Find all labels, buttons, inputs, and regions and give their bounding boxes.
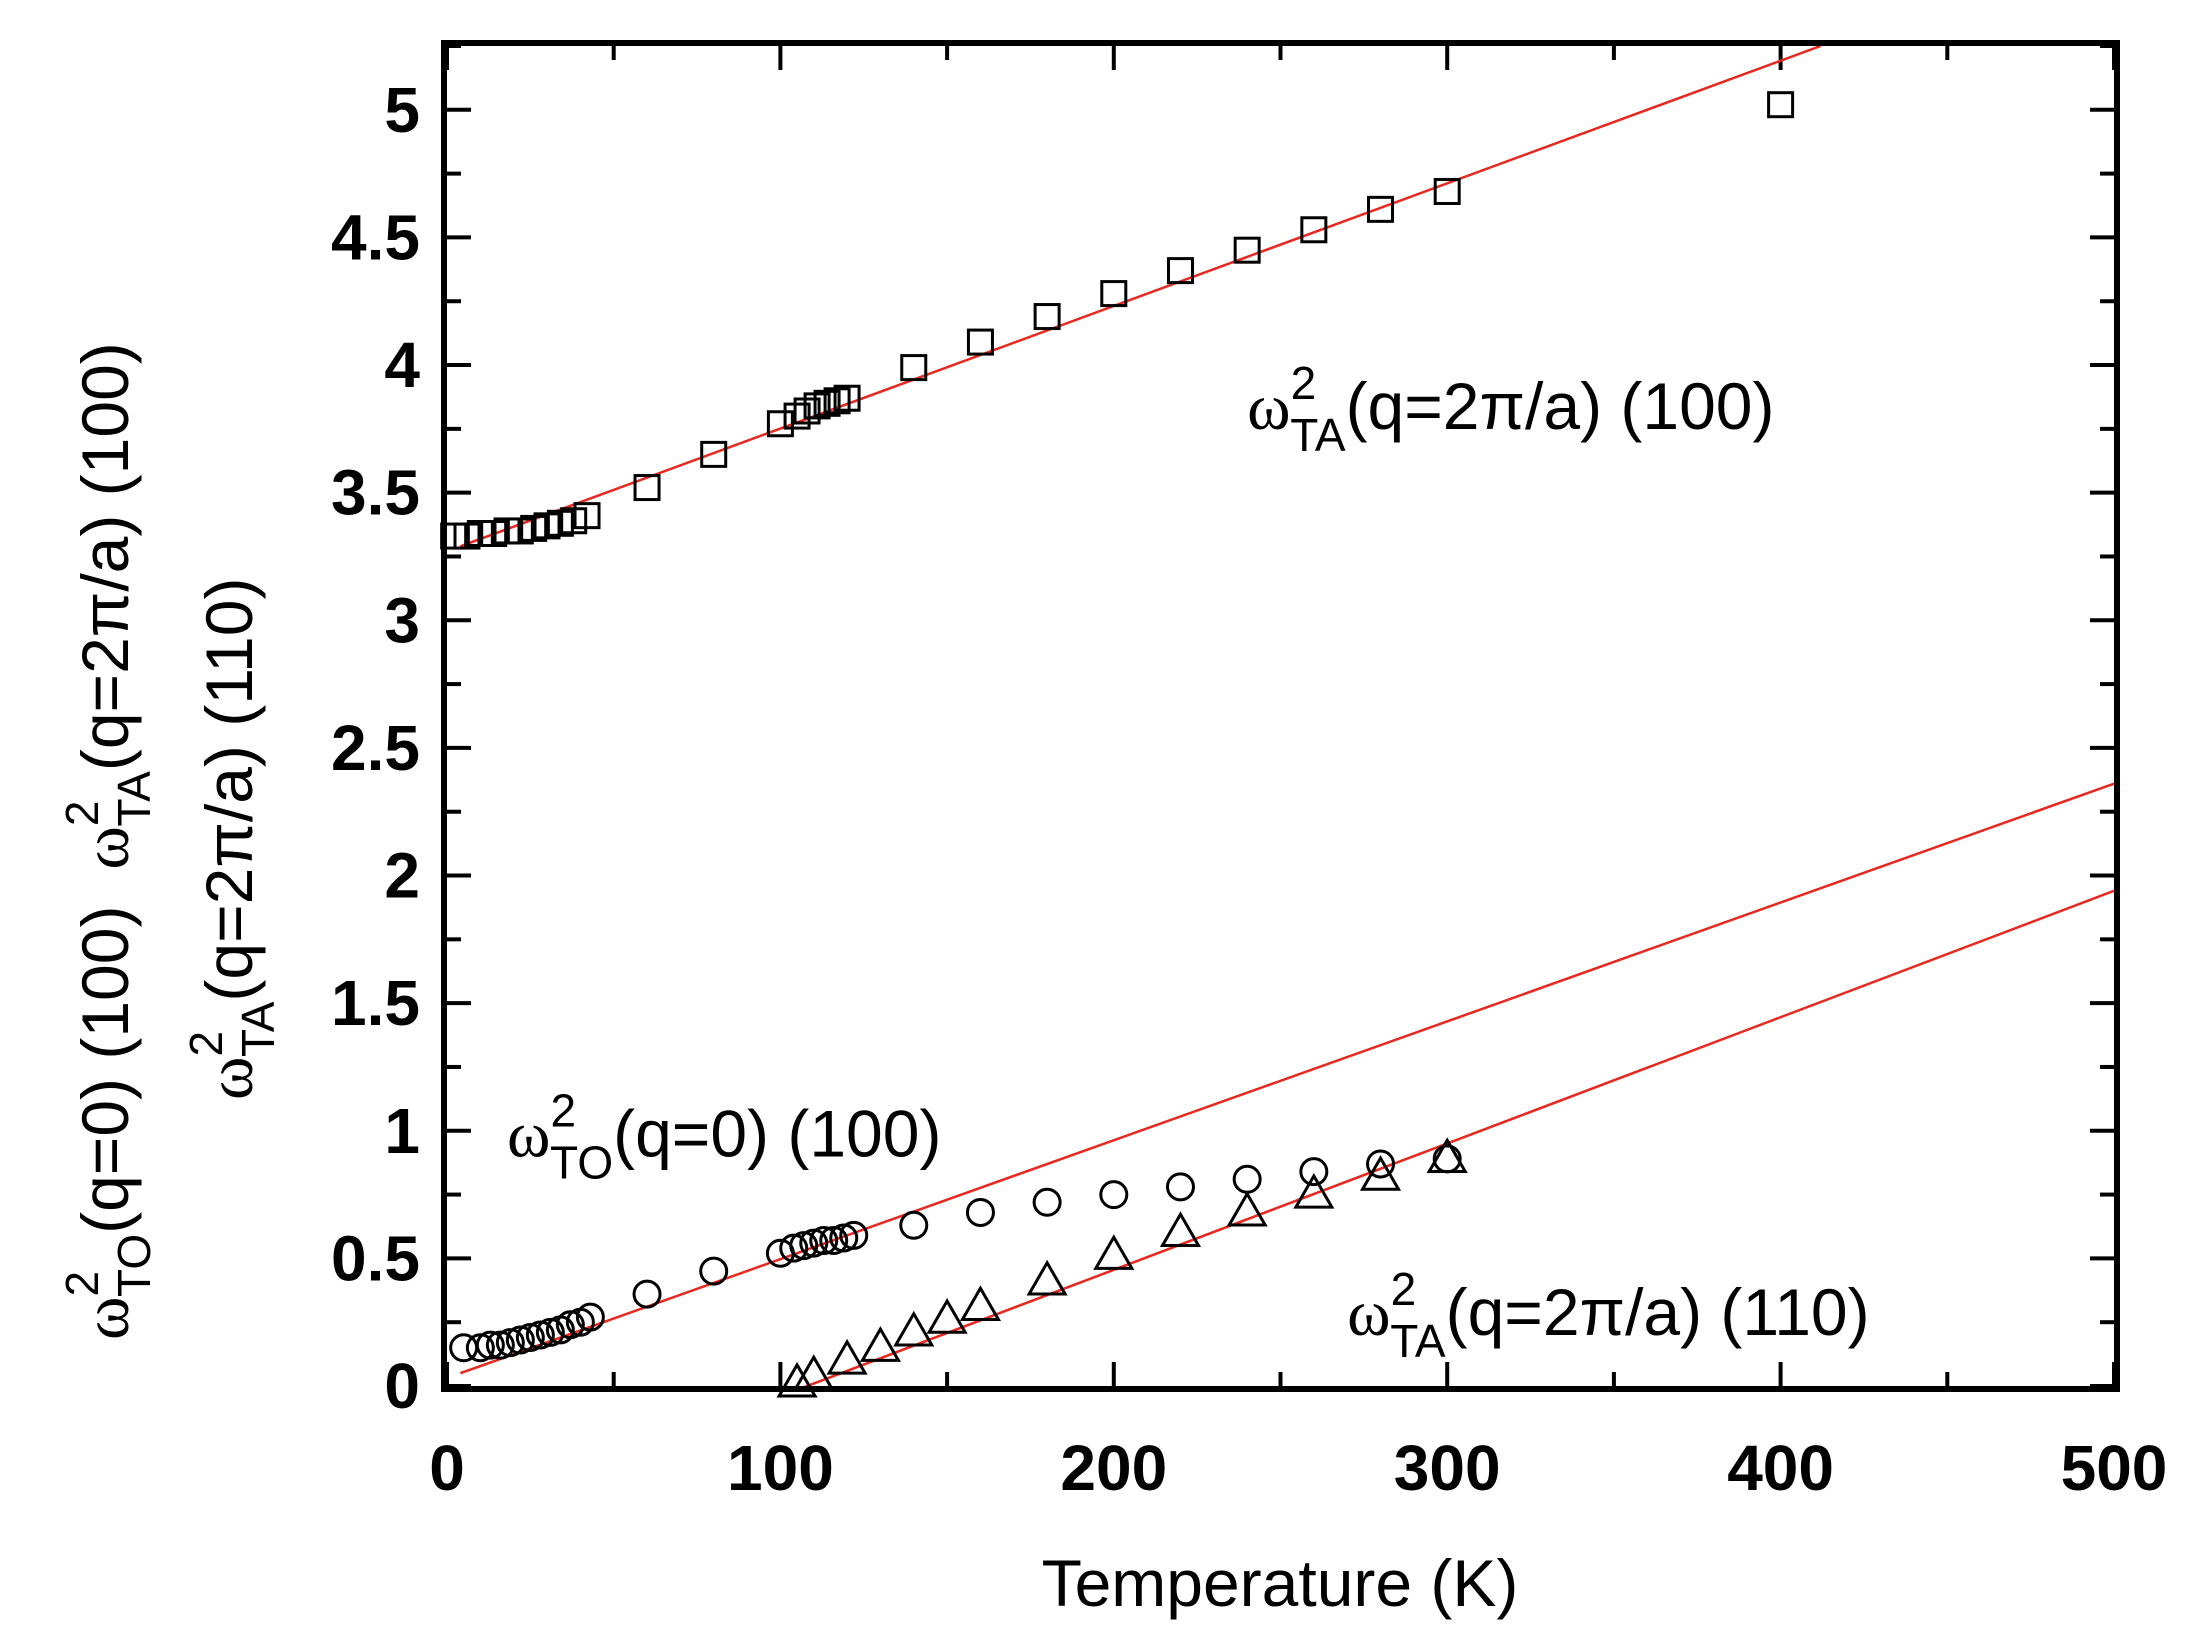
triangle-point	[826, 1338, 868, 1375]
square-point	[900, 354, 928, 382]
triangle-point	[1159, 1211, 1202, 1247]
x-tick-label: 300	[1394, 1432, 1501, 1504]
fit-lines	[459, 46, 2114, 1386]
y-tick-label: 3.5	[331, 457, 420, 529]
y-tick-label: 1.5	[331, 967, 420, 1039]
y-title-part-1: ω2TO(q=0) (100)	[56, 906, 160, 1340]
triangle-point	[1093, 1234, 1135, 1270]
circle-point	[699, 1256, 729, 1286]
square-point	[573, 502, 601, 530]
triangle-point	[893, 1310, 935, 1347]
series-annotation: ω2 TA(q=2π/a) (110)	[1347, 1263, 1869, 1367]
y-tick-label: 4	[384, 329, 420, 401]
ticks	[445, 44, 2116, 1388]
square-point	[783, 402, 811, 430]
circle-point	[1165, 1172, 1195, 1202]
triangle-point	[1359, 1155, 1402, 1191]
circle-point	[809, 1226, 839, 1256]
x-tick-label: 200	[1060, 1432, 1167, 1504]
triangle-point	[859, 1326, 902, 1362]
y-tick-label: 2.5	[331, 712, 420, 784]
y-title-column-1: ω2TO(q=0) (100) ω2TA(q=2π/a) (100)	[56, 342, 160, 1340]
circle-point	[632, 1279, 662, 1309]
circle-point	[839, 1220, 869, 1250]
triangle-point	[793, 1354, 835, 1390]
square-point	[1166, 257, 1194, 285]
y-title-part-2: ω2TA(q=2π/a) (100)	[56, 342, 160, 869]
y-tick-label: 1	[384, 1095, 420, 1167]
x-tick-label: 100	[727, 1432, 834, 1504]
square-point	[1033, 303, 1061, 331]
circle-point	[1032, 1187, 1062, 1217]
square-point	[823, 387, 851, 415]
square-point	[1367, 195, 1395, 223]
triangle-point	[1026, 1259, 1068, 1296]
fit-line	[459, 782, 2114, 1375]
square-point	[1100, 280, 1128, 308]
plot-frame	[441, 40, 2120, 1392]
circle-point	[475, 1330, 505, 1360]
y-tick-label: 3	[384, 584, 420, 656]
circle-point	[1366, 1149, 1396, 1179]
y-title-part-3: ω2TA(q=2π/a) (110)	[180, 578, 284, 1100]
circle-point	[1232, 1164, 1262, 1194]
square-point	[1767, 91, 1795, 119]
x-tick-label: 500	[2061, 1432, 2168, 1504]
annotations: ω2 TA(q=2π/a) (100) ω2 TO(q=0) (100) ω2 TA(q=…	[507, 357, 1870, 1367]
series-annotation: ω2 TA(q=2π/a) (100)	[1247, 357, 1774, 461]
y-axis-title: ω2TO(q=0) (100) ω2TA(q=2π/a) (100)ω2TA(q…	[56, 342, 284, 1340]
triangle-point	[1226, 1190, 1268, 1227]
circle-point	[899, 1210, 929, 1240]
square-point	[833, 384, 861, 412]
series-annotation: ω2 TO(q=0) (100)	[507, 1084, 941, 1188]
circle-point	[1299, 1157, 1329, 1187]
fit-line	[459, 46, 1822, 548]
square-point	[700, 440, 728, 468]
y-tick-label: 0.5	[331, 1222, 420, 1294]
triangle-point	[1293, 1172, 1335, 1209]
triangle-point	[926, 1298, 968, 1334]
square-point	[813, 389, 841, 417]
triangle-point	[1426, 1137, 1468, 1173]
square-point	[633, 474, 661, 502]
y-title-column-2: ω2TA(q=2π/a) (110)	[180, 578, 284, 1100]
square-point	[803, 392, 831, 420]
triangle-point	[776, 1361, 818, 1398]
y-tick-label: 4.5	[331, 201, 420, 273]
tick-labels: 0 100 200 300 400 500 0 0.5 1 1.5 2 2.5 3 3.5 4 4.5 5	[331, 74, 2167, 1504]
x-tick-label: 0	[429, 1432, 465, 1504]
square-point	[1233, 236, 1261, 264]
square-point	[966, 328, 994, 356]
y-tick-label: 5	[384, 74, 420, 146]
square-point	[793, 397, 821, 425]
triangle-point	[959, 1285, 1002, 1321]
circle-point	[575, 1302, 605, 1332]
circle-point	[1099, 1180, 1129, 1210]
square-point	[1433, 177, 1461, 205]
fit-line	[803, 889, 2114, 1386]
plot-frame-group	[441, 40, 2120, 1392]
circle-point	[965, 1197, 995, 1227]
data-points	[440, 91, 1795, 1398]
y-tick-label: 0	[384, 1350, 420, 1422]
square-point	[766, 410, 794, 438]
x-axis-title: Temperature (K)	[1042, 1546, 1519, 1620]
y-tick-label: 2	[384, 840, 420, 912]
x-tick-label: 400	[1727, 1432, 1834, 1504]
square-point	[1300, 216, 1328, 244]
